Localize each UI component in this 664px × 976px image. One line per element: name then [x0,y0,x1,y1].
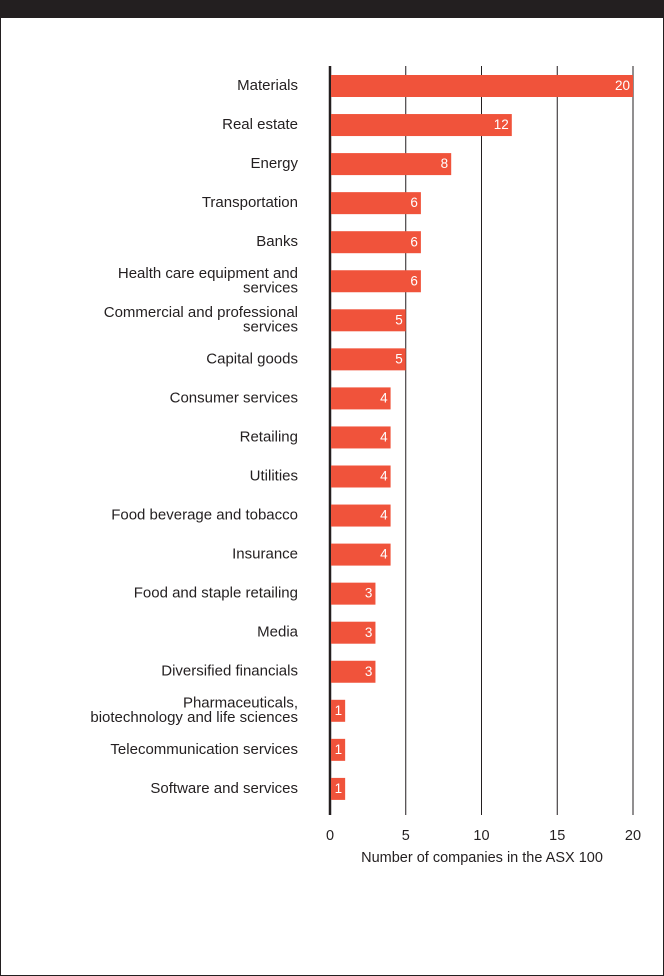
category-label: Consumer services [170,389,298,406]
category-label: Energy [250,155,298,172]
category-label: Insurance [232,546,298,563]
bar-value-label: 4 [380,508,388,523]
category-label: Health care equipment and services [118,265,298,297]
bar [331,153,452,176]
bar-value-label: 1 [335,742,343,757]
bar [331,192,421,215]
bar [331,543,391,566]
category-label: Diversified financials [161,663,298,680]
category-label: Banks [256,233,298,250]
category-label: Commercial and professional services [104,304,298,336]
category-label: Food beverage and tobacco [111,507,298,524]
x-tick-label: 0 [326,828,334,844]
bar [331,465,391,488]
bar [331,777,346,800]
bar [331,75,633,97]
bar [331,426,391,449]
bar-value-label: 6 [410,195,418,210]
bar-value-label: 6 [410,234,418,249]
bar [331,270,421,293]
bar [331,114,512,137]
bar [331,387,391,410]
bar [331,231,421,254]
category-label: Utilities [250,467,298,484]
category-label: Pharmaceuticals, biotechnology and life s… [90,695,298,727]
x-axis-title: Number of companies in the ASX 100 [361,850,603,866]
category-label: Telecommunication services [110,741,298,758]
bar-value-label: 4 [380,390,388,405]
bar-value-label: 20 [615,78,630,93]
bar-value-label: 3 [365,625,373,640]
bar-value-label: 5 [395,312,403,327]
category-label: Media [257,624,299,641]
bar [331,504,391,527]
bar-value-label: 3 [365,586,373,601]
category-label: Transportation [202,194,298,211]
category-label: Real estate [222,116,298,133]
bar-value-label: 3 [365,664,373,679]
bar-value-label: 12 [494,117,509,132]
bar [331,621,376,644]
x-tick-label: 15 [549,828,565,844]
gridlines [328,66,634,815]
bar [331,738,346,761]
category-labels: Materials Real estate Energy Transportation… [90,77,298,797]
bar-value-label: 4 [380,469,388,484]
bar-value-label: 8 [441,156,449,171]
bar [331,582,376,605]
category-label: Capital goods [206,350,298,367]
bar [331,309,406,332]
bar [331,660,376,683]
category-label: Food and staple retailing [134,585,298,602]
bar-value-label: 4 [380,547,388,562]
x-tick-label: 10 [473,828,489,844]
x-tick-labels: 0 5 10 15 20 [326,828,641,844]
x-tick-label: 20 [625,828,641,844]
bar-value-label: 5 [395,351,403,366]
bar [331,348,406,371]
bar-value-label: 4 [380,430,388,445]
bars: 20 12 8 6 6 6 5 5 4 4 4 4 4 3 3 3 1 1 1 [331,75,633,800]
bar-value-label: 1 [335,781,343,796]
bar-value-label: 1 [335,703,343,718]
category-label: Software and services [150,780,298,797]
category-label: Materials [237,77,298,94]
category-label: Retailing [240,428,298,445]
bar [331,699,346,722]
bar-value-label: 6 [410,273,418,288]
header-bar [0,0,664,18]
x-tick-label: 5 [402,828,410,844]
